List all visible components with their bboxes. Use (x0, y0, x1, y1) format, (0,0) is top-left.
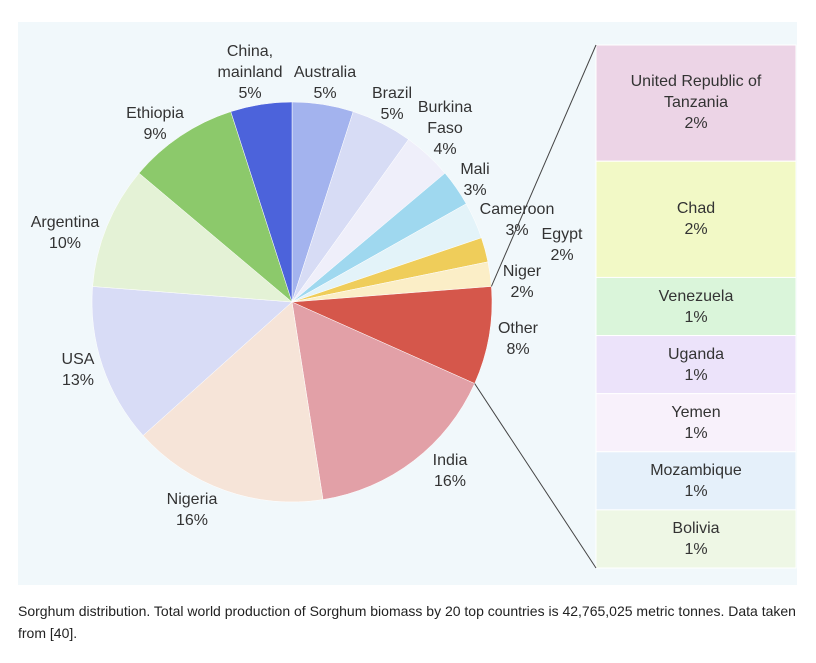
breakout-bar (595, 393, 797, 453)
label-name: Niger (502, 263, 542, 280)
breakout-bar (595, 509, 797, 569)
breakout-bar (595, 276, 797, 337)
label-name: India (432, 452, 468, 469)
label-value: 3% (463, 182, 487, 199)
pie-slice (138, 111, 293, 303)
slice-label: Uganda 1% (616, 344, 776, 386)
pie-slice (91, 286, 293, 436)
pie-slice (142, 301, 324, 503)
breakout-bar (595, 160, 797, 278)
slice-label: China, mainland 5% (170, 41, 330, 104)
slice-label: United Republic of Tanzania 2% (616, 71, 776, 134)
label-name: United Republic of Tanzania (630, 73, 762, 112)
label-name: Venezuela (658, 287, 734, 305)
pie-slice (230, 101, 293, 303)
label-value: 13% (61, 372, 95, 389)
label-value: 10% (48, 235, 82, 252)
label-value: 3% (505, 222, 529, 239)
label-value: 8% (506, 341, 530, 358)
label-value: 1% (684, 366, 708, 384)
slice-label: Argentina 10% (0, 212, 145, 254)
slice-label: Egypt 2% (482, 224, 642, 266)
label-name: China, mainland (217, 43, 283, 81)
slice-label: Niger 2% (442, 261, 602, 303)
slice-label: Ethiopia 9% (75, 103, 235, 145)
label-value: 2% (550, 247, 574, 264)
breakout-bar (595, 44, 797, 162)
label-value: 4% (433, 141, 457, 158)
label-value: 9% (143, 126, 167, 143)
label-value: 1% (684, 308, 708, 326)
breakout-bar (595, 335, 797, 395)
label-name: Brazil (371, 85, 412, 102)
connector (490, 44, 597, 287)
slice-label: Australia 5% (245, 62, 405, 104)
label-name: Nigeria (166, 491, 218, 508)
label-value: 1% (684, 540, 708, 558)
label-name: Burkina Faso (417, 99, 473, 137)
slice-label: Yemen 1% (616, 402, 776, 444)
label-name: Argentina (30, 214, 100, 231)
slice-label: Brazil 5% (312, 83, 472, 125)
label-value: 1% (684, 424, 708, 442)
label-name: Mali (460, 161, 490, 178)
slice-label: India 16% (370, 450, 530, 492)
slice-label: Bolivia 1% (616, 518, 776, 560)
label-name: Egypt (541, 226, 583, 243)
label-name: Mozambique (650, 461, 742, 479)
slice-label: Mozambique 1% (616, 460, 776, 502)
label-value: 2% (510, 284, 534, 301)
label-name: USA (61, 351, 95, 368)
label-name: Other (497, 320, 538, 337)
breakout-bar (595, 451, 797, 511)
label-value: 16% (433, 473, 467, 490)
label-name: Yemen (671, 403, 721, 421)
label-name: Bolivia (672, 519, 720, 537)
pie-slice (291, 301, 475, 500)
connector (474, 383, 597, 569)
label-name: Cameroon (479, 201, 555, 218)
label-value: 1% (684, 482, 708, 500)
label-name: Ethiopia (126, 105, 184, 122)
slice-label: USA 13% (0, 349, 158, 391)
label-value: 16% (175, 512, 209, 529)
slice-label: Mali 3% (395, 159, 555, 201)
label-value: 2% (684, 115, 708, 133)
slice-label: Venezuela 1% (616, 286, 776, 328)
label-name: Uganda (667, 345, 725, 363)
slice-label: Chad 2% (616, 198, 776, 240)
slice-label: Nigeria 16% (112, 489, 272, 531)
pie-slice (92, 172, 293, 303)
label-name: Chad (676, 200, 716, 218)
pie-slice (291, 286, 493, 384)
slice-label: Cameroon 3% (437, 199, 597, 241)
label-value: 5% (313, 85, 337, 102)
label-value: 5% (380, 106, 404, 123)
label-value: 2% (684, 221, 708, 239)
slice-label: Other 8% (438, 318, 598, 360)
label-name: Australia (293, 64, 357, 81)
caption: Sorghum distribution. Total world produc… (18, 603, 796, 641)
label-value: 5% (238, 85, 262, 102)
slice-label: Burkina Faso 4% (365, 97, 525, 160)
